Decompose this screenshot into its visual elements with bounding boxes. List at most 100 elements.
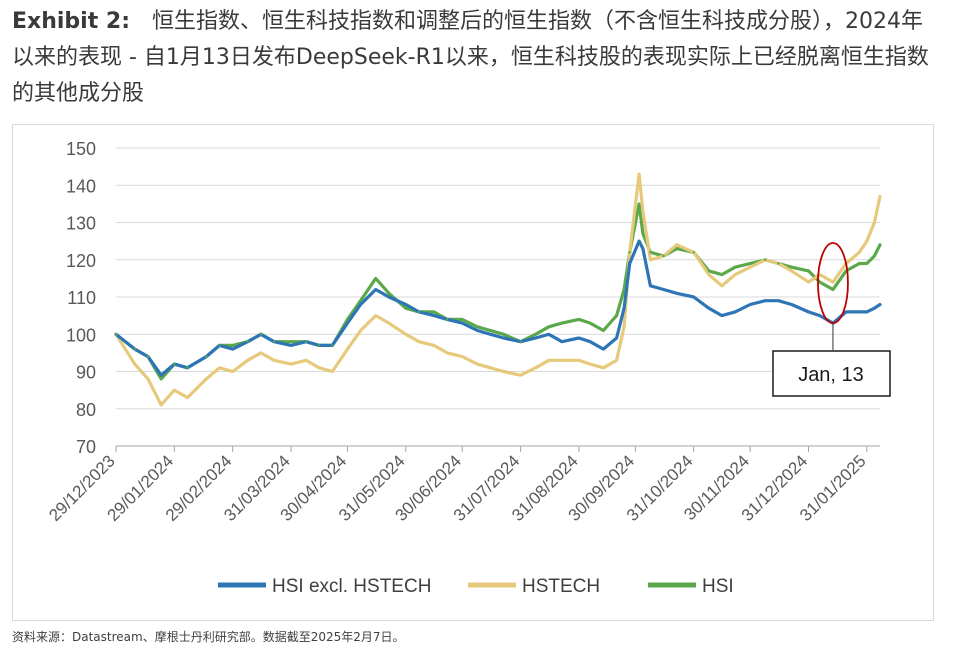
data-point-hstech (218, 366, 221, 369)
data-point-hsi (649, 251, 652, 254)
y-tick-label: 140 (66, 176, 96, 196)
data-point-hsi-excl-hstech (641, 247, 645, 250)
data-point-hsi-excl-hstech (628, 262, 631, 265)
y-tick-label: 80 (76, 400, 96, 420)
data-point-hsi-excl-hstech (231, 347, 234, 351)
data-point-hsi (547, 325, 550, 328)
data-point-hstech (733, 273, 737, 276)
data-point-hsi-excl-hstech (589, 340, 592, 343)
data-point-hstech (831, 280, 835, 284)
data-point-hsi (446, 318, 449, 321)
data-point-hsi (404, 307, 407, 310)
data-point-hsi (476, 325, 479, 328)
data-point-hsi (432, 310, 436, 314)
data-point-hsi-excl-hstech (873, 307, 876, 310)
data-point-hstech (446, 351, 449, 355)
data-point-hsi (720, 273, 724, 276)
data-point-hstech (461, 355, 464, 358)
data-point-hsi (173, 362, 176, 366)
data-point-hsi (749, 262, 752, 265)
data-point-hstech (346, 347, 349, 351)
data-point-hsi-excl-hstech (675, 292, 678, 295)
y-tick-label: 150 (66, 139, 96, 159)
data-point-hsi (707, 269, 710, 273)
data-point-hsi (502, 333, 505, 336)
data-point-hstech (502, 370, 505, 373)
data-point-hsi (733, 266, 737, 269)
data-point-hsi (534, 333, 537, 336)
data-point-hsi (577, 318, 581, 321)
data-point-hstech (547, 359, 550, 362)
data-point-hsi-excl-hstech (637, 239, 641, 243)
exhibit-label: Exhibit 2: (12, 9, 130, 34)
data-point-hstech (272, 359, 276, 362)
data-point-hsi (186, 366, 189, 369)
data-point-hstech (432, 344, 436, 347)
data-point-hstech (749, 266, 752, 269)
data-point-hsi-excl-hstech (662, 288, 665, 291)
data-point-hsi (359, 299, 362, 302)
data-point-hstech (404, 333, 407, 336)
data-point-hstech (878, 195, 882, 198)
data-point-hsi (878, 243, 882, 246)
data-point-hsi-excl-hstech (374, 288, 377, 291)
data-point-hstech (205, 377, 208, 381)
series-line-hsi (114, 202, 882, 381)
data-point-hsi (218, 344, 221, 347)
data-point-hstech (387, 321, 391, 325)
data-point-hsi-excl-hstech (489, 333, 492, 336)
data-point-hstech (873, 221, 876, 224)
data-point-hsi-excl-hstech (359, 303, 362, 306)
data-point-hstech (858, 251, 861, 254)
data-point-hsi-excl-hstech (649, 284, 652, 287)
data-point-hsi-excl-hstech (502, 336, 505, 340)
y-tick-label: 100 (66, 325, 96, 345)
data-point-hsi (818, 280, 821, 284)
data-point-hsi (675, 247, 678, 250)
data-point-hsi (114, 333, 118, 336)
data-point-hsi-excl-hstech (790, 303, 793, 306)
data-point-hsi (807, 269, 810, 273)
series-line-hstech (114, 172, 882, 407)
data-point-hsi (146, 355, 150, 358)
data-point-hsi-excl-hstech (602, 347, 605, 351)
data-point-hstech (289, 362, 293, 366)
data-point-hsi (622, 288, 626, 291)
data-point-hsi-excl-hstech (818, 314, 821, 317)
data-point-hsi (589, 321, 592, 325)
data-point-hstech (707, 273, 710, 276)
data-point-hsi (865, 262, 868, 265)
data-point-hsi-excl-hstech (749, 303, 752, 306)
data-point-hsi (873, 254, 876, 258)
data-point-hsi (519, 340, 522, 343)
data-point-hsi (246, 340, 249, 343)
data-point-hsi (831, 288, 835, 291)
data-point-hsi-excl-hstech (807, 310, 810, 314)
data-point-hstech (359, 329, 362, 332)
data-point-hsi (777, 262, 780, 265)
data-point-hstech (173, 388, 176, 392)
data-point-hstech (622, 325, 626, 328)
y-tick-label: 130 (66, 214, 96, 234)
data-point-hsi (790, 266, 793, 269)
data-point-hsi-excl-hstech (615, 336, 618, 340)
y-tick-label: 90 (76, 363, 96, 383)
data-point-hstech (675, 243, 678, 246)
data-point-hsi-excl-hstech (733, 310, 737, 314)
data-point-hsi-excl-hstech (560, 340, 564, 343)
legend-label: HSI (702, 576, 734, 597)
data-point-hsi-excl-hstech (404, 303, 407, 306)
data-point-hsi-excl-hstech (844, 310, 848, 314)
data-point-hstech (649, 258, 652, 261)
data-point-hstech (417, 340, 421, 343)
data-point-hstech (476, 362, 479, 366)
data-point-hstech (259, 351, 263, 355)
data-point-hsi-excl-hstech (622, 307, 626, 310)
exhibit-title-text: 恒生指数、恒生科技指数和调整后的恒生指数（不含恒生科技成分股），2024年以来的… (12, 9, 929, 106)
data-point-hstech (146, 377, 150, 381)
data-point-hsi (318, 344, 321, 347)
data-point-hsi (259, 333, 263, 336)
data-point-hstech (304, 359, 308, 362)
data-point-hsi-excl-hstech (346, 321, 349, 325)
data-point-hstech (637, 172, 641, 176)
